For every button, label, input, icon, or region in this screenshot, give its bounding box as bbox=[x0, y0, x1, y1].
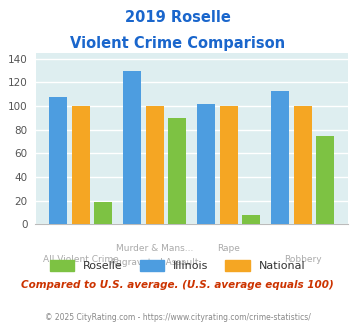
Bar bbox=[168, 118, 186, 224]
Bar bbox=[49, 97, 67, 224]
Text: Aggravated Assault: Aggravated Assault bbox=[110, 258, 199, 267]
Bar bbox=[294, 106, 312, 224]
Text: © 2025 CityRating.com - https://www.cityrating.com/crime-statistics/: © 2025 CityRating.com - https://www.city… bbox=[45, 314, 310, 322]
Bar bbox=[271, 91, 289, 224]
Text: All Violent Crime: All Violent Crime bbox=[43, 255, 119, 264]
Text: Rape: Rape bbox=[217, 244, 240, 253]
Text: Compared to U.S. average. (U.S. average equals 100): Compared to U.S. average. (U.S. average … bbox=[21, 280, 334, 290]
Bar bbox=[94, 202, 112, 224]
Bar bbox=[72, 106, 90, 224]
Bar bbox=[123, 71, 141, 224]
Bar bbox=[316, 136, 334, 224]
Bar bbox=[146, 106, 164, 224]
Text: Robbery: Robbery bbox=[284, 255, 322, 264]
Text: 2019 Roselle: 2019 Roselle bbox=[125, 10, 230, 25]
Bar bbox=[242, 215, 260, 224]
Legend: Roselle, Illinois, National: Roselle, Illinois, National bbox=[47, 256, 308, 275]
Text: Murder & Mans...: Murder & Mans... bbox=[116, 244, 193, 253]
Bar bbox=[197, 104, 215, 224]
Text: Violent Crime Comparison: Violent Crime Comparison bbox=[70, 36, 285, 51]
Bar bbox=[220, 106, 238, 224]
